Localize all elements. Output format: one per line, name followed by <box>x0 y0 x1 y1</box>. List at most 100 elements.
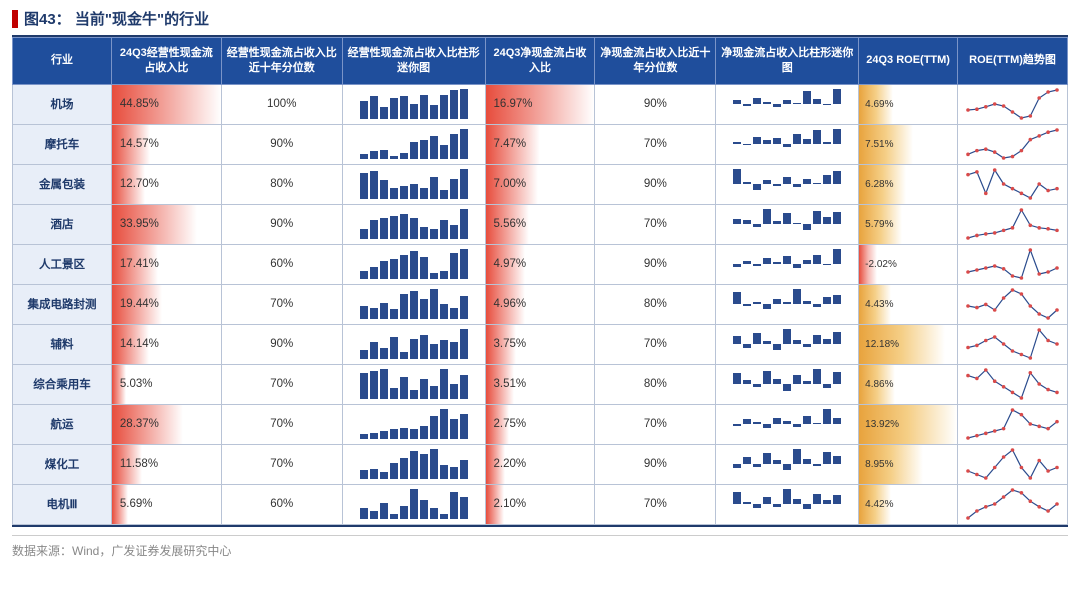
sparkline-bars <box>716 209 858 239</box>
roe-cell: 13.92% <box>859 404 958 444</box>
industry-cell: 辅料 <box>13 324 112 364</box>
table-row: 摩托车14.57%90% 7.47%70% 7.51% <box>13 124 1068 164</box>
sparkline-bars <box>343 329 485 359</box>
industry-cell: 酒店 <box>13 204 112 244</box>
sparkline-bars <box>716 169 858 199</box>
trend-cell <box>958 364 1068 404</box>
op-cf-pctile-cell: 70% <box>221 364 342 404</box>
net-cf-pctile-cell: 90% <box>595 164 716 204</box>
trend-sparkline <box>965 487 1060 521</box>
op-spark-cell <box>342 444 485 484</box>
sparkline-bars <box>343 369 485 399</box>
trend-sparkline <box>965 367 1060 401</box>
net-cf-pctile-cell: 70% <box>595 404 716 444</box>
table-row: 机场44.85%100%16.97%90%4.69% <box>13 84 1068 124</box>
net-cf-pctile-cell: 70% <box>595 324 716 364</box>
net-cf-ratio-cell: 3.75% <box>485 324 595 364</box>
op-cf-ratio-cell: 14.57% <box>111 124 221 164</box>
op-cf-ratio-cell: 33.95% <box>111 204 221 244</box>
column-header: 经营性现金流占收入比柱形迷你图 <box>342 38 485 85</box>
sparkline-bars <box>716 89 858 119</box>
net-cf-ratio-cell: 4.97% <box>485 244 595 284</box>
column-header: 24Q3净现金流占收入比 <box>485 38 595 85</box>
trend-cell <box>958 84 1068 124</box>
column-header: 24Q3 ROE(TTM) <box>859 38 958 85</box>
op-cf-ratio-cell: 5.69% <box>111 484 221 524</box>
figure-title: 图43： 当前"现金牛"的行业 <box>24 8 209 29</box>
net-cf-pctile-cell: 90% <box>595 84 716 124</box>
trend-cell <box>958 124 1068 164</box>
op-cf-pctile-cell: 100% <box>221 84 342 124</box>
sparkline-bars <box>716 289 858 319</box>
net-cf-pctile-cell: 90% <box>595 244 716 284</box>
sparkline-bars <box>343 209 485 239</box>
sparkline-bars <box>343 249 485 279</box>
data-source-footer: 数据来源：Wind，广发证券发展研究中心 <box>12 535 1068 559</box>
op-cf-pctile-cell: 90% <box>221 124 342 164</box>
net-cf-ratio-cell: 2.10% <box>485 484 595 524</box>
net-cf-ratio-cell: 7.47% <box>485 124 595 164</box>
table-row: 集成电路封测19.44%70%4.96%80%4.43% <box>13 284 1068 324</box>
trend-sparkline <box>965 327 1060 361</box>
industry-cell: 综合乘用车 <box>13 364 112 404</box>
industry-cell: 机场 <box>13 84 112 124</box>
column-header: 经营性现金流占收入比近十年分位数 <box>221 38 342 85</box>
trend-sparkline <box>965 207 1060 241</box>
net-cf-ratio-cell: 2.20% <box>485 444 595 484</box>
industry-cell: 人工景区 <box>13 244 112 284</box>
op-cf-ratio-cell: 12.70% <box>111 164 221 204</box>
net-cf-ratio-cell: 7.00% <box>485 164 595 204</box>
net-cf-ratio-cell: 2.75% <box>485 404 595 444</box>
table-row: 辅料14.14%90%3.75%70%12.18% <box>13 324 1068 364</box>
trend-cell <box>958 284 1068 324</box>
trend-sparkline <box>965 87 1060 121</box>
trend-sparkline <box>965 287 1060 321</box>
roe-cell: 8.95% <box>859 444 958 484</box>
op-cf-ratio-cell: 5.03% <box>111 364 221 404</box>
trend-sparkline <box>965 247 1060 281</box>
sparkline-bars <box>343 489 485 519</box>
trend-sparkline <box>965 447 1060 481</box>
table-row: 酒店33.95%90%5.56%70%5.79% <box>13 204 1068 244</box>
column-header: ROE(TTM)趋势图 <box>958 38 1068 85</box>
trend-sparkline <box>965 167 1060 201</box>
title-marker <box>12 10 18 28</box>
table-row: 航运28.37%70%2.75%70%13.92% <box>13 404 1068 444</box>
sparkline-bars <box>716 409 858 439</box>
op-cf-ratio-cell: 28.37% <box>111 404 221 444</box>
op-spark-cell <box>342 204 485 244</box>
figure-title-bar: 图43： 当前"现金牛"的行业 <box>12 8 1068 29</box>
op-cf-pctile-cell: 60% <box>221 244 342 284</box>
industry-cell: 金属包装 <box>13 164 112 204</box>
table-row: 煤化工11.58%70%2.20%90%8.95% <box>13 444 1068 484</box>
net-spark-cell <box>716 284 859 324</box>
sparkline-bars <box>716 249 858 279</box>
industry-cell: 煤化工 <box>13 444 112 484</box>
trend-cell <box>958 404 1068 444</box>
net-cf-ratio-cell: 4.96% <box>485 284 595 324</box>
op-spark-cell <box>342 364 485 404</box>
sparkline-bars <box>343 129 485 159</box>
op-cf-ratio-cell: 44.85% <box>111 84 221 124</box>
net-spark-cell <box>716 244 859 284</box>
trend-sparkline <box>965 127 1060 161</box>
sparkline-bars <box>716 449 858 479</box>
table-container: 行业24Q3经营性现金流占收入比经营性现金流占收入比近十年分位数经营性现金流占收… <box>12 35 1068 527</box>
op-cf-pctile-cell: 90% <box>221 324 342 364</box>
table-header-row: 行业24Q3经营性现金流占收入比经营性现金流占收入比近十年分位数经营性现金流占收… <box>13 38 1068 85</box>
net-cf-pctile-cell: 70% <box>595 124 716 164</box>
roe-cell: 4.86% <box>859 364 958 404</box>
op-cf-ratio-cell: 17.41% <box>111 244 221 284</box>
sparkline-bars <box>343 169 485 199</box>
roe-cell: 4.42% <box>859 484 958 524</box>
net-spark-cell <box>716 164 859 204</box>
op-spark-cell <box>342 284 485 324</box>
industry-cell: 摩托车 <box>13 124 112 164</box>
net-cf-ratio-cell: 3.51% <box>485 364 595 404</box>
industry-cell: 集成电路封测 <box>13 284 112 324</box>
roe-cell: 7.51% <box>859 124 958 164</box>
net-spark-cell <box>716 404 859 444</box>
op-cf-pctile-cell: 70% <box>221 284 342 324</box>
column-header: 净现金流占收入比柱形迷你图 <box>716 38 859 85</box>
trend-cell <box>958 204 1068 244</box>
